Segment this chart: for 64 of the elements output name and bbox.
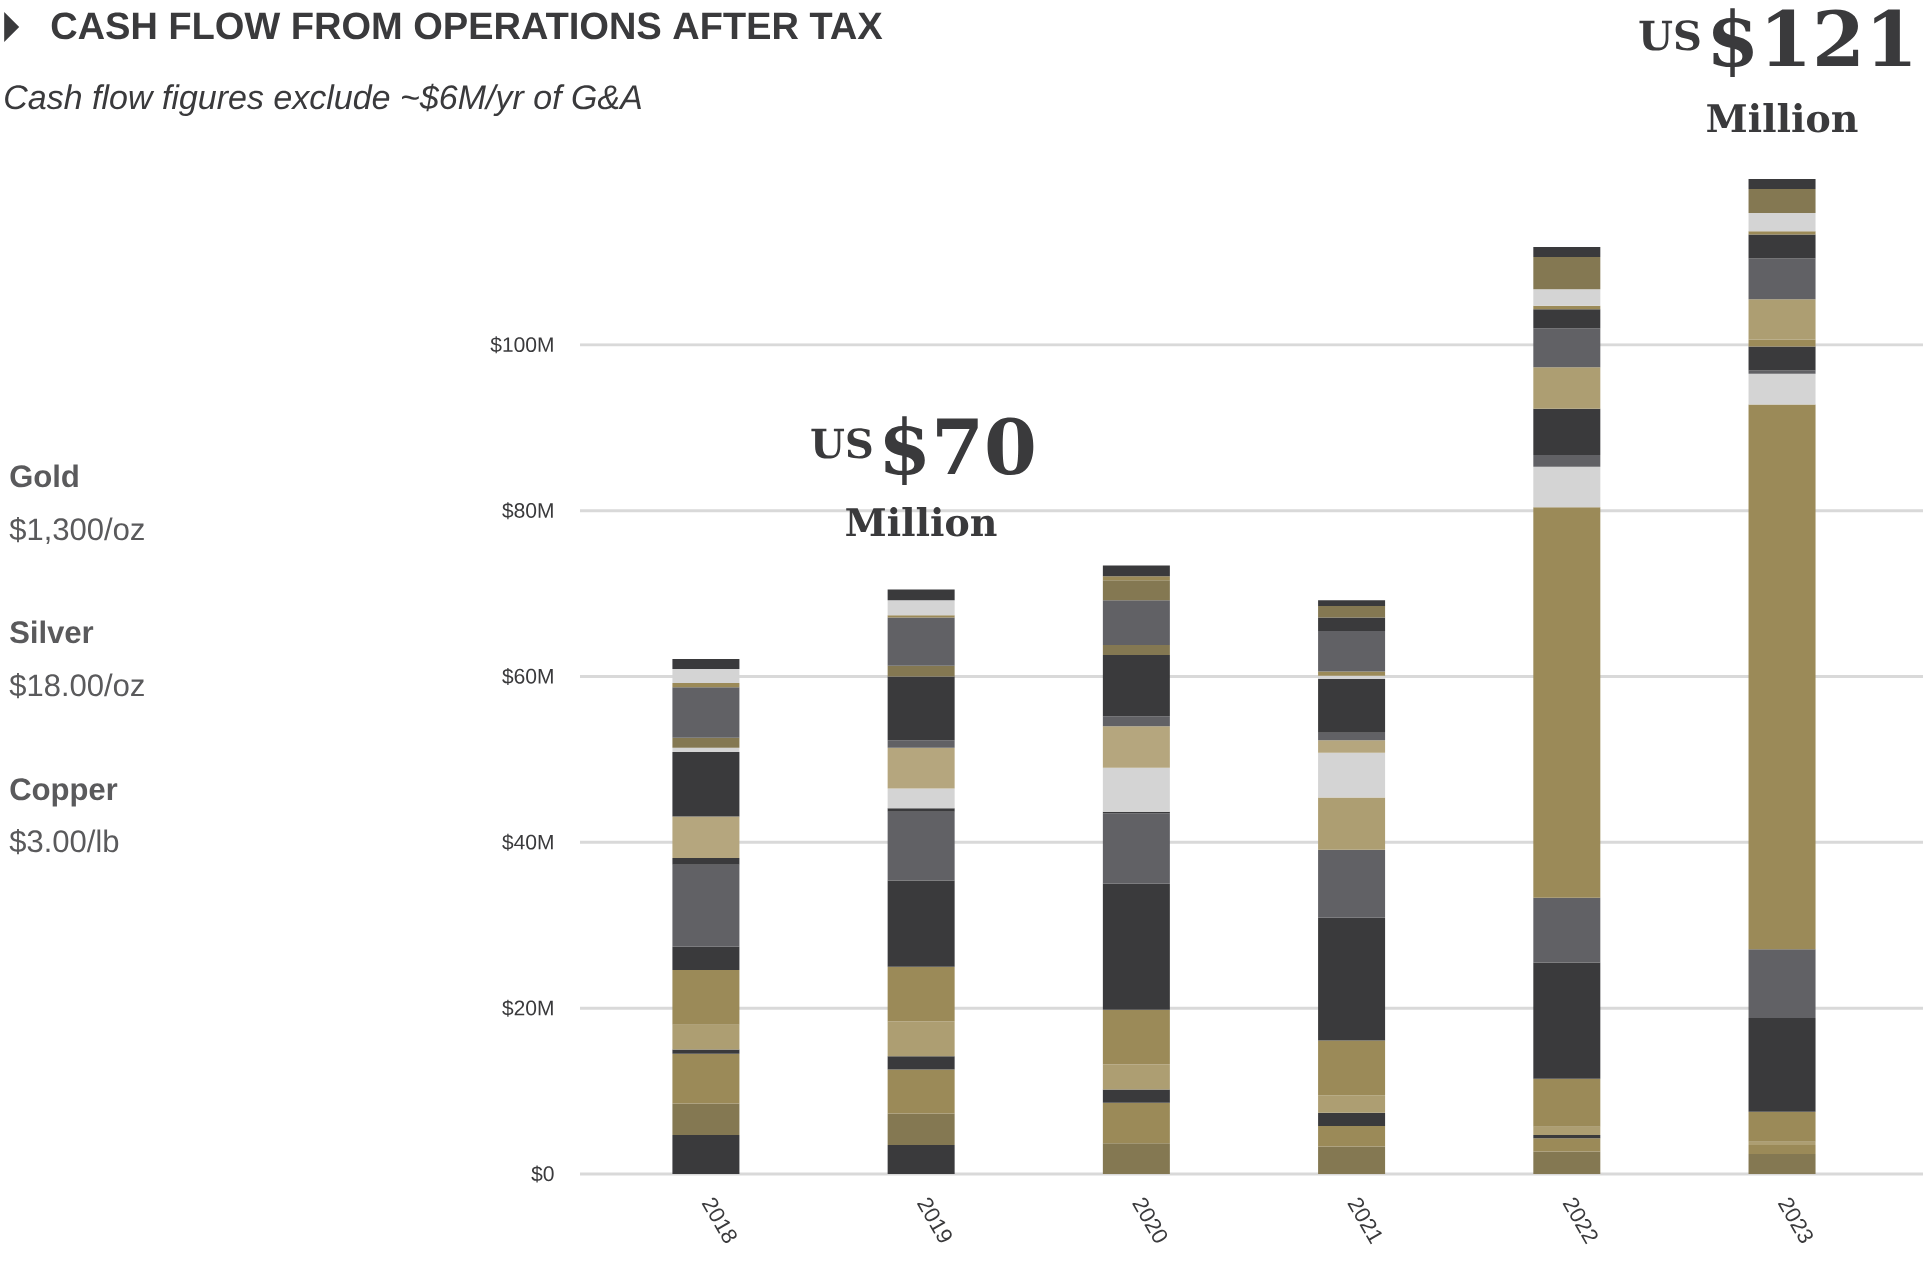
text: $1,300/oz [9,517,144,544]
bar [1318,1112,1386,1126]
text: $18.00/oz [9,673,144,699]
bar [1533,1126,1601,1136]
text: Silver [10,620,94,644]
bar [1102,767,1170,812]
bar [1318,1095,1386,1113]
bar [1533,289,1601,306]
bar [1102,1064,1170,1090]
bar [1318,1125,1386,1147]
chart-title: CASH FLOW FROM OPERATIONS AFTER TAX [51,12,883,40]
bar [1318,1146,1386,1174]
bar [887,589,955,601]
bar [1102,726,1170,768]
bar [1533,466,1601,508]
bar [1533,1151,1601,1174]
y-tick-label: $20M [502,999,553,1017]
bar [1318,600,1386,607]
annotation: US [811,428,872,459]
bar [1748,188,1816,213]
text: $121 [1713,8,1911,78]
bar [1102,1089,1170,1103]
bar [672,683,740,688]
bar [1318,752,1386,798]
text: US [1639,20,1700,51]
bar [1533,1135,1601,1139]
bar [1318,917,1386,1041]
text: Gold [10,464,78,488]
y-tick-label: $80M [502,502,553,520]
bar [672,864,740,947]
bar [1748,231,1816,235]
y-tick-label: $60M [502,667,553,685]
bar [1533,962,1601,1079]
text: $3.00/lb [9,829,119,855]
bar [887,811,955,881]
bar [1102,883,1170,1010]
bar [1318,849,1386,918]
bar [1533,256,1601,290]
bar [1533,246,1601,257]
bar [672,816,740,859]
bar [1748,1144,1816,1155]
bar [1533,897,1601,963]
bar [1102,813,1170,884]
bar [1748,178,1816,189]
text: Copper [10,778,118,807]
y-tick-label: $0 [531,1165,554,1183]
bar [1533,305,1601,310]
bar [1318,740,1386,753]
y-tick-label: $100M [490,336,553,354]
bar [1102,1009,1170,1065]
bar [1748,1154,1816,1174]
chart-subtitle: Cash flow figures exclude ~$6M/yr of G&A [5,83,641,117]
bar [1318,1040,1386,1096]
bar [1533,1138,1601,1152]
bar [672,669,740,684]
bar [1102,1102,1170,1144]
bar [1318,606,1386,618]
text: Million [1707,103,1858,133]
bar [1748,212,1816,232]
annotation: Million [846,507,997,537]
bar [1533,1078,1601,1127]
y-tick-label: $40M [502,833,553,851]
bar [1102,1143,1170,1174]
annotation: $70 [884,416,1034,486]
